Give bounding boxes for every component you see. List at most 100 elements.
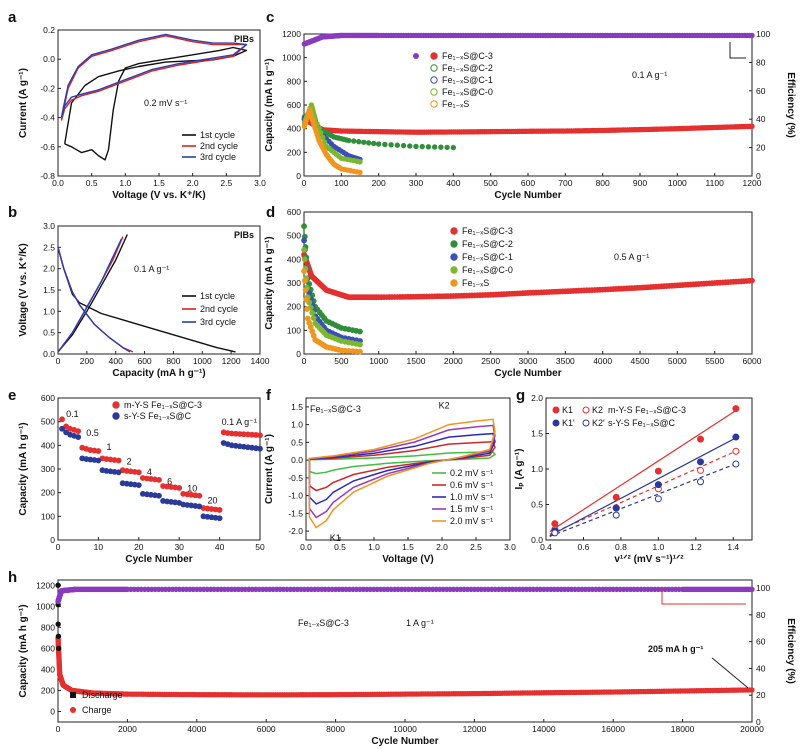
panel-b-title: PIBs — [234, 230, 254, 240]
panel-h-callout: 205 mA h g⁻¹ — [648, 644, 703, 654]
x-tick-label: 40 — [215, 542, 225, 552]
y-tick-label: 1.5 — [291, 402, 303, 412]
data-point — [301, 246, 307, 253]
legend-label: 1st cycle — [200, 130, 235, 140]
legend-label: 2nd cycle — [200, 141, 238, 151]
axes-g: 0.4 0.6 0.8 1.0 1.2 1.4 0.0 0.5 1.0 1.5 2.0 v¹ᐟ² (m… — [514, 393, 739, 565]
legend-label: 1.5 mV s⁻¹ — [450, 504, 493, 514]
data-point — [55, 645, 62, 652]
panel-b-annotation: 0.1 A g⁻¹ — [134, 264, 169, 274]
y-tick-label: 1.0 — [43, 306, 55, 316]
panel-letter-f: f — [266, 387, 272, 404]
data-point — [697, 466, 704, 474]
y-tick-label: -0.6 — [40, 142, 55, 152]
legend-label: 2nd cycle — [200, 304, 238, 314]
y-tick-label: 0.0 — [291, 455, 303, 465]
data-point — [450, 144, 457, 151]
x-tick-label: 0 — [56, 724, 61, 734]
x-tick-label: 20 — [134, 542, 144, 552]
x-tick-label: 4000 — [187, 724, 206, 734]
panel-a-annotation: 0.2 mV s⁻¹ — [144, 98, 187, 108]
x-tick-label: 0.0 — [52, 178, 64, 188]
x-tick-label: 800 — [166, 356, 180, 366]
data-point — [357, 341, 363, 348]
y-tick-label: 400 — [287, 254, 301, 264]
data-point — [361, 139, 367, 145]
data-point — [749, 123, 755, 130]
legend-label: Fe₁₋ₓS@C-3 — [442, 51, 493, 61]
y-axis-label: Capacity (mA h g⁻¹) — [18, 604, 29, 697]
data-point — [257, 432, 263, 439]
data-point — [196, 503, 203, 510]
legend-label: Charge — [82, 705, 112, 715]
rate-label: 2 — [127, 456, 132, 466]
panel-letter-e: e — [8, 387, 16, 404]
cv-loop-0 — [308, 451, 497, 475]
legend-label: s-Y-S Fe₁₋ₓS@C — [124, 411, 192, 421]
x-axis-label: Voltage (V vs. K⁺/K) — [112, 190, 205, 201]
data-point — [357, 159, 363, 165]
y-tick-label: 2.0 — [43, 264, 55, 274]
legend-label: 1st cycle — [200, 291, 235, 301]
panel-letter-h: h — [8, 569, 17, 586]
y-tick-label: 0.5 — [43, 328, 55, 338]
legend-c: Fe₁₋ₓS@C-3 Fe₁₋ₓS@C-2 Fe₁₋ₓS@C-1 Fe₁₋ₓS@C-0… — [430, 51, 493, 109]
cv-loop-1 — [308, 441, 496, 492]
legend-label: 1.0 mV s⁻¹ — [450, 492, 493, 502]
series-h-Charge — [55, 635, 755, 698]
x-tick-label: 0.5 — [334, 542, 346, 552]
x-axis-label: Cycle Number — [371, 736, 438, 747]
panel-letter-d: d — [266, 204, 275, 221]
data-point — [357, 169, 363, 176]
data-point — [749, 277, 755, 284]
legend-label: Fe₁₋ₓS@C-0 — [462, 265, 513, 275]
y-tick-label: 400 — [41, 664, 55, 674]
legend-label: s-Y-S Fe₁₋ₓS@C — [608, 418, 676, 428]
data-point — [135, 482, 142, 488]
x-tick-label: 10 — [94, 542, 104, 552]
x-tick-label: 1000 — [369, 356, 388, 366]
axes-c: 0 100 200 300 400 500 600 700 800 900 1000 1100 1200… — [264, 29, 796, 201]
x-tick-label: 2000 — [118, 724, 137, 734]
data-point — [55, 621, 61, 627]
panel-letter-g: g — [516, 387, 525, 404]
series-d-Fe-S-C-3 — [301, 251, 755, 301]
x-tick-label: 0 — [302, 178, 307, 188]
y2-tick-label: 60 — [756, 86, 766, 96]
series-h-Discharge — [55, 582, 62, 652]
series-g-K2- — [551, 460, 740, 537]
data-point — [357, 348, 363, 355]
data-point — [419, 143, 425, 150]
y-tick-label: 1.0 — [531, 464, 543, 474]
data-point — [357, 328, 363, 335]
data-point — [301, 256, 308, 263]
y-tick-label: 500 — [287, 231, 301, 241]
y-tick-label: 0.0 — [531, 535, 543, 545]
series-g-K1- — [551, 433, 740, 535]
legend-marker — [450, 279, 458, 287]
x-tick-label: 1.4 — [727, 542, 739, 552]
data-point — [394, 142, 401, 148]
x-tick-label: 200 — [372, 178, 386, 188]
y2-tick-label: 80 — [756, 610, 766, 620]
x-tick-label: 3.0 — [254, 178, 266, 188]
plot-frame-g — [545, 397, 753, 541]
y-tick-label: -0.5 — [288, 473, 303, 483]
x-axis-label: Capacity (mA h g⁻¹) — [112, 368, 205, 379]
legend-label: Fe₁₋ₓS@C-1 — [462, 252, 513, 262]
y2-tick-label: 80 — [756, 57, 766, 67]
peak-label-k1: K1 — [330, 533, 341, 543]
x-tick-label: 0.5 — [86, 178, 98, 188]
x-tick-label: 12000 — [463, 724, 487, 734]
y-tick-label: -1.0 — [288, 491, 303, 501]
x-tick-label: 3000 — [519, 356, 538, 366]
data-point — [612, 493, 620, 501]
y-axis-label: Capacity (mA h g⁻¹) — [264, 236, 275, 329]
x-tick-label: 1400 — [251, 356, 270, 366]
data-point — [176, 485, 183, 491]
data-point — [697, 478, 704, 486]
legend-label: 0.6 mV s⁻¹ — [450, 480, 493, 490]
y-tick-label: 1.5 — [531, 429, 543, 439]
legend-marker — [552, 406, 560, 414]
